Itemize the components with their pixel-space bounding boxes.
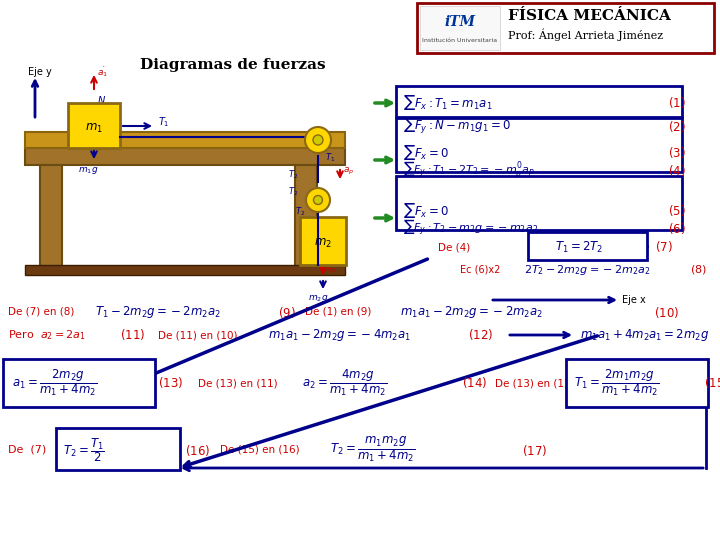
Text: $N$: $N$ bbox=[97, 94, 106, 106]
Text: $(16)$: $(16)$ bbox=[185, 442, 210, 457]
Text: Diagramas de fuerzas: Diagramas de fuerzas bbox=[140, 58, 326, 72]
Text: $(3)$: $(3)$ bbox=[668, 145, 685, 159]
Text: $a_2$: $a_2$ bbox=[326, 265, 337, 275]
Text: De (7) en (8): De (7) en (8) bbox=[8, 307, 74, 317]
Text: iTM: iTM bbox=[444, 15, 475, 29]
FancyBboxPatch shape bbox=[396, 176, 682, 230]
Bar bbox=[25, 265, 345, 275]
Text: $a_2 = \dfrac{4m_2 g}{m_1 + 4m_2}$: $a_2 = \dfrac{4m_2 g}{m_1 + 4m_2}$ bbox=[302, 368, 387, 399]
Text: $T_1$: $T_1$ bbox=[158, 115, 170, 129]
Text: $T_2$: $T_2$ bbox=[288, 186, 298, 198]
Text: $(8)$: $(8)$ bbox=[690, 264, 707, 276]
Text: Eje x: Eje x bbox=[622, 295, 646, 305]
Text: $T_1 - 2m_2 g = -2m_2 a_2$: $T_1 - 2m_2 g = -2m_2 a_2$ bbox=[95, 304, 221, 320]
Text: $(13)$: $(13)$ bbox=[158, 375, 183, 390]
Text: $\dot{a_1}$: $\dot{a_1}$ bbox=[97, 65, 108, 79]
Text: De (15) en (16): De (15) en (16) bbox=[220, 445, 300, 455]
Text: $(4)$: $(4)$ bbox=[668, 163, 685, 178]
FancyBboxPatch shape bbox=[417, 3, 714, 53]
Circle shape bbox=[305, 127, 331, 153]
Text: $T_1 = 2T_2$: $T_1 = 2T_2$ bbox=[555, 239, 603, 254]
Text: $\sum F_x = 0$: $\sum F_x = 0$ bbox=[403, 200, 449, 219]
Bar bbox=[68, 103, 120, 148]
Text: $m_1 a_1 - 2m_2 g = -2m_2 a_2$: $m_1 a_1 - 2m_2 g = -2m_2 a_2$ bbox=[400, 304, 543, 320]
Text: $m_2g$: $m_2g$ bbox=[308, 293, 328, 303]
FancyBboxPatch shape bbox=[56, 428, 180, 470]
Text: $m_1 a_1 - 2m_2 g = -4m_2 a_1$: $m_1 a_1 - 2m_2 g = -4m_2 a_1$ bbox=[268, 327, 411, 343]
Text: De (4): De (4) bbox=[438, 243, 470, 253]
Text: $(17)$: $(17)$ bbox=[522, 442, 547, 457]
Circle shape bbox=[313, 135, 323, 145]
Text: $\sum F_x = 0$: $\sum F_x = 0$ bbox=[403, 143, 449, 161]
Bar bbox=[300, 217, 346, 265]
Text: De  (7): De (7) bbox=[8, 445, 46, 455]
Text: $(5)$: $(5)$ bbox=[668, 202, 685, 218]
Circle shape bbox=[306, 188, 330, 212]
FancyBboxPatch shape bbox=[396, 86, 682, 117]
Text: Prof: Ángel Arrieta Jiménez: Prof: Ángel Arrieta Jiménez bbox=[508, 29, 663, 41]
FancyBboxPatch shape bbox=[566, 359, 708, 407]
Text: De (11) en (10): De (11) en (10) bbox=[158, 330, 238, 340]
Text: $T_2$: $T_2$ bbox=[294, 206, 305, 218]
Text: $(14)$: $(14)$ bbox=[462, 375, 487, 390]
FancyBboxPatch shape bbox=[3, 359, 155, 407]
FancyBboxPatch shape bbox=[396, 118, 682, 172]
Text: $\sum F_y : T_2 - m_2 g = -m_2 a_2$: $\sum F_y : T_2 - m_2 g = -m_2 a_2$ bbox=[403, 218, 539, 238]
Text: De (1) en (9): De (1) en (9) bbox=[305, 307, 372, 317]
Text: $(10)$: $(10)$ bbox=[654, 305, 679, 320]
Text: $m_1$: $m_1$ bbox=[85, 122, 103, 134]
Text: Institución Universitaria: Institución Universitaria bbox=[423, 37, 498, 43]
Text: $T_2$: $T_2$ bbox=[288, 168, 298, 181]
Text: De (13) en (11): De (13) en (11) bbox=[198, 378, 278, 388]
Text: $(9)$: $(9)$ bbox=[278, 305, 296, 320]
Text: Ec (6)x2: Ec (6)x2 bbox=[460, 265, 500, 275]
Bar bbox=[40, 165, 62, 270]
Text: $a_1 = \dfrac{2m_2 g}{m_1 + 4m_2}$: $a_1 = \dfrac{2m_2 g}{m_1 + 4m_2}$ bbox=[12, 368, 97, 399]
FancyBboxPatch shape bbox=[420, 6, 500, 50]
Text: $\sum F_x : T_1 = m_1 a_1$: $\sum F_x : T_1 = m_1 a_1$ bbox=[403, 93, 492, 112]
Text: $\sum F_y : T_1 - 2T_2 = -m_p^0 a_p$: $\sum F_y : T_1 - 2T_2 = -m_p^0 a_p$ bbox=[403, 159, 535, 181]
Text: $2T_2 - 2m_2 g = -2m_2 a_2$: $2T_2 - 2m_2 g = -2m_2 a_2$ bbox=[524, 263, 650, 277]
Bar bbox=[25, 132, 345, 148]
Text: $(7)$: $(7)$ bbox=[655, 240, 672, 254]
Text: $T_2 = \dfrac{T_1}{2}$: $T_2 = \dfrac{T_1}{2}$ bbox=[63, 436, 105, 464]
Bar bbox=[25, 147, 345, 165]
Text: Eje y: Eje y bbox=[28, 67, 52, 77]
Text: FÍSICA MECÁNICA: FÍSICA MECÁNICA bbox=[508, 9, 671, 23]
Text: $T_1 = \dfrac{2m_1 m_2 g}{m_1 + 4m_2}$: $T_1 = \dfrac{2m_1 m_2 g}{m_1 + 4m_2}$ bbox=[574, 368, 659, 399]
FancyBboxPatch shape bbox=[528, 232, 647, 260]
Text: $T_2 = \dfrac{m_1 m_2 g}{m_1 + 4m_2}$: $T_2 = \dfrac{m_1 m_2 g}{m_1 + 4m_2}$ bbox=[330, 436, 415, 464]
Text: $m_1 a_1 + 4m_2 a_1 = 2m_2 g$: $m_1 a_1 + 4m_2 a_1 = 2m_2 g$ bbox=[580, 327, 709, 343]
Text: $(2)$: $(2)$ bbox=[668, 118, 685, 133]
Text: $(1)$: $(1)$ bbox=[668, 96, 685, 111]
Text: Pero  $a_2 = 2a_1$: Pero $a_2 = 2a_1$ bbox=[8, 328, 86, 342]
Text: $(6)$: $(6)$ bbox=[668, 220, 685, 235]
Text: $m_2$: $m_2$ bbox=[314, 237, 332, 249]
Text: $\sum F_y : N - m_1 g_1 = 0$: $\sum F_y : N - m_1 g_1 = 0$ bbox=[403, 116, 511, 136]
Text: $m_1g$: $m_1g$ bbox=[78, 165, 99, 176]
Bar bbox=[295, 165, 317, 270]
Text: $T_1$: $T_1$ bbox=[325, 152, 336, 164]
Text: $(15)$: $(15)$ bbox=[704, 375, 720, 390]
Text: $(12)$: $(12)$ bbox=[468, 327, 493, 342]
Text: $a_p$: $a_p$ bbox=[343, 165, 354, 177]
Text: $(11)$: $(11)$ bbox=[120, 327, 145, 342]
Text: De (13) en (1): De (13) en (1) bbox=[495, 378, 568, 388]
Circle shape bbox=[313, 195, 323, 205]
